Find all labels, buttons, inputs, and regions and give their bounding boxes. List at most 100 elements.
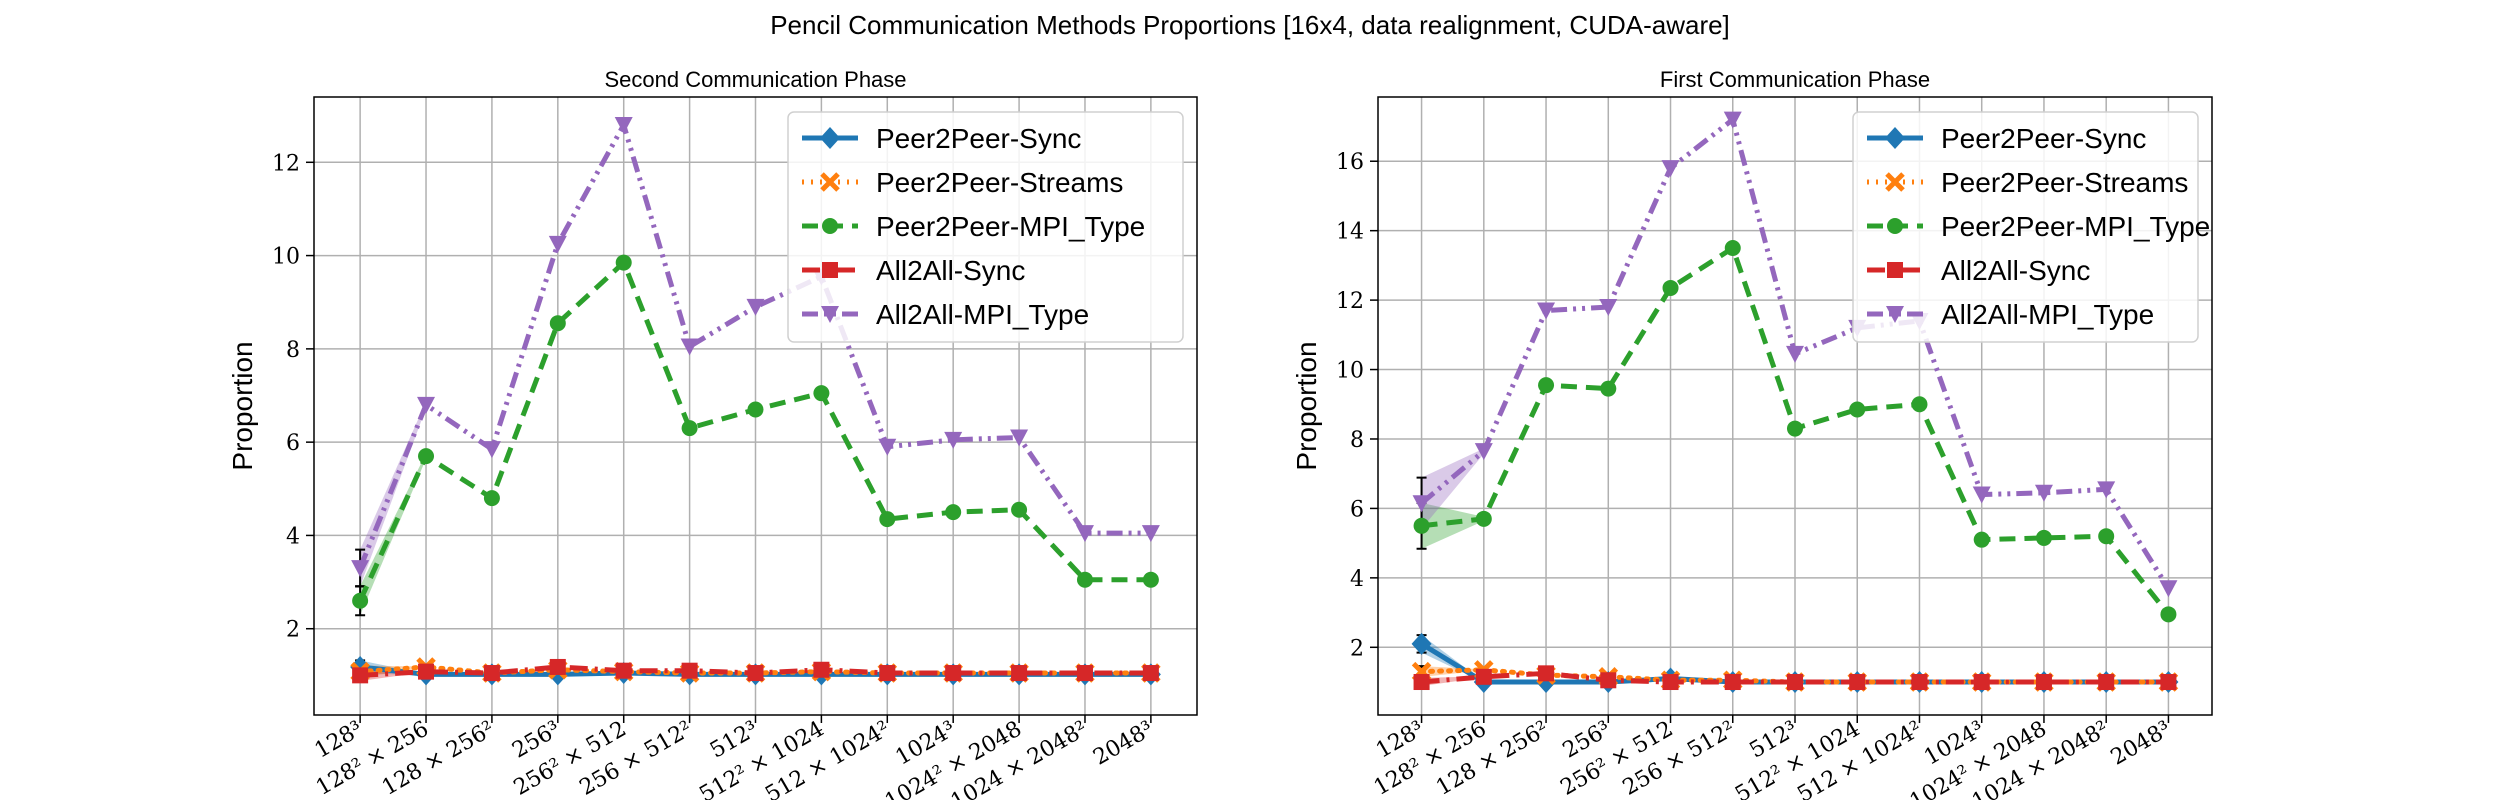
data-point [483, 490, 500, 507]
data-point [548, 235, 567, 253]
series-All2All-MPI_Type [1412, 111, 2178, 598]
legend-label: All2All-Sync [876, 255, 1025, 286]
data-point [549, 315, 566, 332]
data-point [945, 504, 962, 521]
panel-title: First Communication Phase [1660, 67, 1930, 92]
data-point [1661, 160, 1680, 178]
legend: Peer2Peer-Sync Peer2Peer-Streams Peer2Peer… [1852, 111, 2210, 343]
data-point [1973, 531, 1990, 548]
data-point [1972, 486, 1991, 504]
legend-entry: Peer2Peer-Sync [1867, 123, 2146, 154]
legend-entry: All2All-MPI_Type [802, 299, 1089, 330]
data-point [879, 665, 896, 682]
data-point [1662, 674, 1679, 691]
legend: Peer2Peer-Sync Peer2Peer-Streams Peer2Peer… [787, 111, 1184, 343]
data-point [945, 665, 962, 682]
data-point [681, 420, 698, 437]
data-point [1600, 672, 1617, 689]
y-axis-label: Proportion [1291, 341, 1322, 470]
legend-marker [1887, 262, 1903, 278]
data-point [615, 254, 632, 271]
data-point [1142, 665, 1159, 682]
legend-label: Peer2Peer-MPI_Type [1941, 211, 2210, 242]
data-point [1411, 632, 1432, 655]
data-point [1475, 510, 1492, 527]
panel-title: Second Communication Phase [604, 67, 906, 92]
data-point [1538, 377, 1555, 394]
figure-suptitle: Pencil Communication Methods Proportions… [770, 10, 1730, 40]
axes-frame [313, 96, 1198, 716]
legend-entry: Peer2Peer-Streams [1867, 167, 2188, 198]
data-point [1786, 345, 1804, 363]
variance-band [360, 401, 427, 587]
legend-marker [822, 262, 838, 278]
y-tick-label: 14 [1336, 220, 1364, 245]
data-point [1538, 665, 1555, 682]
data-point [1142, 571, 1159, 588]
data-point [1010, 429, 1029, 447]
variance-band [360, 453, 427, 616]
data-point [352, 592, 369, 609]
data-point [418, 663, 435, 680]
data-point [1011, 501, 1028, 518]
data-point [1724, 240, 1741, 257]
legend-entry: All2All-Sync [1867, 255, 2090, 286]
y-tick-label: 10 [1336, 359, 1364, 384]
data-point [681, 662, 698, 679]
data-point [2098, 674, 2115, 691]
data-point [1599, 299, 1618, 317]
data-point [680, 338, 699, 356]
data-point [813, 385, 830, 402]
data-point [1412, 495, 1431, 513]
data-point [1413, 517, 1430, 534]
series-All2All-Sync [352, 658, 1159, 684]
y-tick-label: 4 [1350, 567, 1364, 592]
x-tick-label: 2048³ [2107, 717, 2176, 771]
y-tick-label: 4 [286, 524, 300, 549]
data-point [2160, 674, 2177, 691]
legend-label: Peer2Peer-Sync [876, 123, 1081, 154]
data-point [747, 401, 764, 418]
data-point [2098, 528, 2115, 545]
legend-marker [820, 127, 840, 149]
legend-marker [1887, 218, 1903, 234]
data-point [352, 667, 369, 684]
y-tick-label: 2 [286, 618, 300, 643]
series-Peer2Peer-MPI_Type [352, 254, 1159, 609]
legend-label: All2All-MPI_Type [1941, 299, 2154, 330]
legend-entry: Peer2Peer-MPI_Type [802, 211, 1145, 242]
data-point [1911, 674, 1928, 691]
legend-entry: All2All-MPI_Type [1867, 299, 2154, 330]
legend-entry: Peer2Peer-MPI_Type [1867, 211, 2210, 242]
legend-marker [1885, 172, 1905, 192]
legend-entry: All2All-Sync [802, 255, 1025, 286]
legend-box [787, 111, 1184, 343]
data-point [1474, 443, 1493, 461]
axes-frame [1377, 96, 2213, 716]
data-point [1600, 380, 1617, 397]
data-point [1787, 420, 1803, 437]
data-point [1537, 302, 1556, 320]
data-point [878, 438, 897, 456]
variance-band [1421, 448, 1484, 529]
y-tick-label: 8 [286, 338, 300, 363]
data-point [1011, 665, 1028, 682]
legend-marker [821, 306, 839, 323]
data-point [417, 396, 436, 414]
legend-entry: Peer2Peer-Streams [802, 167, 1123, 198]
legend-label: All2All-Sync [1941, 255, 2090, 286]
data-point [1787, 674, 1803, 691]
variance-band [1421, 502, 1484, 549]
data-point [1723, 111, 1742, 129]
data-point [1475, 668, 1492, 685]
data-point [1911, 396, 1928, 413]
y-tick-label: 12 [1336, 289, 1364, 314]
data-point [1724, 674, 1741, 691]
data-point [483, 665, 500, 682]
data-point [1662, 279, 1679, 296]
legend-label: Peer2Peer-MPI_Type [876, 211, 1145, 242]
data-point [351, 560, 370, 578]
data-point [2097, 481, 2116, 499]
data-point [482, 441, 501, 459]
